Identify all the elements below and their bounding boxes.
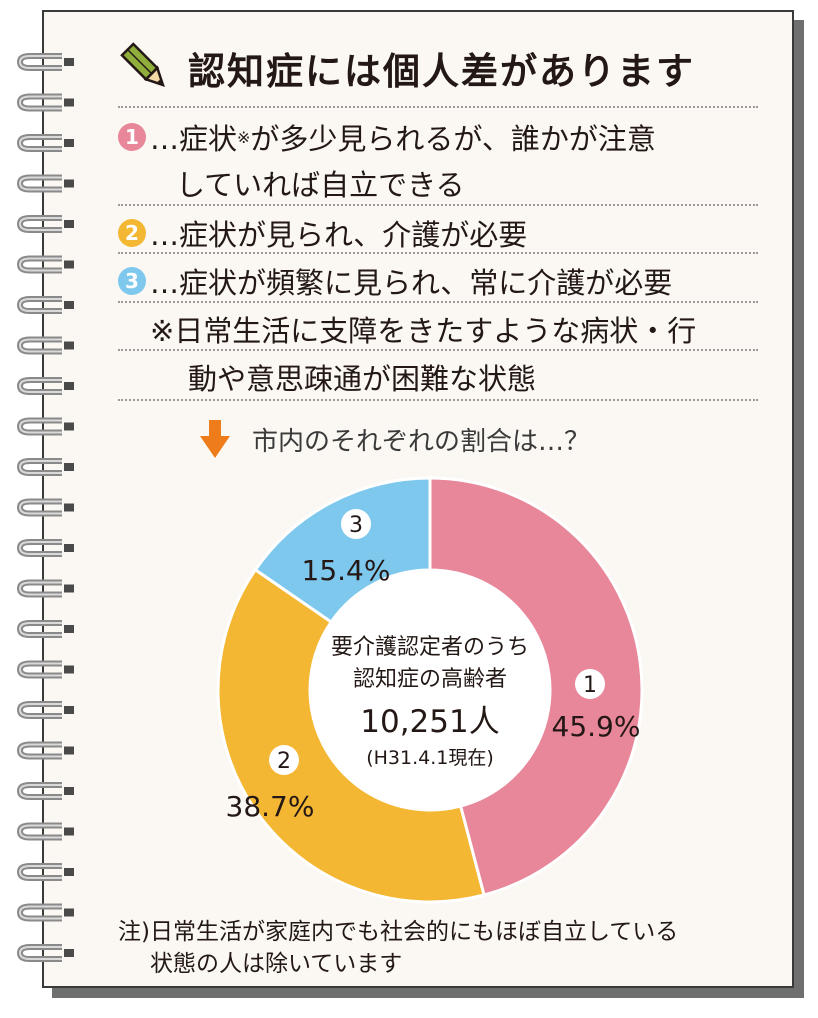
slice-number-2: 2	[277, 749, 291, 774]
donut-hole	[311, 571, 549, 809]
number-badge-3: 3	[118, 267, 146, 295]
definition-1-text-b: が多少見られるが、誰かが注意	[250, 122, 656, 156]
binding-ring	[16, 903, 74, 922]
binding-ring	[16, 336, 74, 355]
definition-1-text-a: …症状	[150, 122, 238, 156]
definition-3: 3 …症状が頻繁に見られ、常に介護が必要	[118, 260, 672, 302]
slice-percent-label-1: 45.9%	[552, 710, 641, 743]
slice-number-badge-3	[341, 509, 371, 539]
definition-2: 2 …症状が見られ、介護が必要	[118, 212, 527, 254]
prompt: 市内のそれぞれの割合は…？	[200, 420, 590, 458]
binding-ring	[16, 417, 74, 436]
binding-ring	[16, 782, 74, 800]
binding-ring	[16, 741, 74, 760]
center-date: (H31.4.1現在)	[366, 747, 494, 769]
definition-1: 1 …症状 ※ が多少見られるが、誰かが注意	[118, 116, 656, 158]
definition-2-text: …症状が見られ、介護が必要	[150, 218, 528, 252]
binding-ring	[16, 863, 74, 881]
definition-1-continued: していれば自立できる	[176, 168, 465, 202]
number-badge-2: 2	[118, 219, 146, 247]
binding-ring	[16, 579, 74, 598]
binding-ring	[16, 498, 74, 517]
divider	[118, 252, 758, 254]
binding-ring	[16, 296, 74, 314]
binding-ring	[16, 93, 74, 112]
binding-ring	[16, 174, 74, 193]
donut-slice-3	[253, 476, 432, 625]
slice-percent-label-2: 38.7%	[226, 790, 315, 823]
note-line1: 注)日常生活が家庭内でも社会的にもほぼ自立している	[118, 919, 679, 945]
binding-ring	[16, 215, 74, 233]
center-label-line1: 要介護認定者のうち	[331, 635, 529, 660]
note-line2: 状態の人は除いています	[150, 951, 403, 977]
binding-ring	[16, 822, 74, 841]
binding-ring	[16, 134, 74, 152]
down-arrow-icon	[200, 420, 230, 458]
pencil-icon	[120, 42, 165, 87]
binding-ring	[16, 701, 74, 719]
binding-ring	[16, 620, 74, 638]
binding-ring	[16, 660, 74, 679]
binding-ring	[16, 255, 74, 274]
page-title: 認知症には個人差があります	[188, 50, 695, 93]
binding-ring	[16, 944, 74, 962]
donut-slice-2	[216, 567, 486, 904]
footnote-line1: ※日常生活に支障をきたすような病状・行	[150, 314, 697, 348]
slice-number-1: 1	[583, 673, 597, 698]
divider	[118, 399, 758, 401]
divider	[118, 349, 758, 351]
center-total: 10,251人	[360, 704, 499, 740]
spiral-binding	[16, 53, 74, 962]
slice-percent-label-3: 15.4%	[302, 554, 391, 587]
header: 認知症には個人差があります	[118, 38, 695, 98]
divider	[118, 301, 758, 303]
definition-3-text: …症状が頻繁に見られ、常に介護が必要	[150, 266, 673, 300]
slice-number-3: 3	[349, 513, 363, 538]
slice-number-badge-1	[575, 669, 605, 699]
binding-ring	[16, 53, 74, 71]
divider	[118, 204, 758, 206]
slice-number-badge-2	[269, 745, 299, 775]
binding-ring	[16, 458, 74, 476]
donut-slice-1	[428, 476, 644, 897]
reference-mark: ※	[237, 127, 251, 147]
binding-ring	[16, 539, 74, 557]
number-badge-1: 1	[118, 123, 146, 151]
binding-ring	[16, 377, 74, 395]
divider	[118, 106, 758, 108]
footnote-line2: 動や意思疎通が困難な状態	[188, 362, 537, 396]
prompt-text: 市内のそれぞれの割合は…？	[252, 426, 591, 457]
center-label-line2: 認知症の高齢者	[353, 667, 507, 692]
